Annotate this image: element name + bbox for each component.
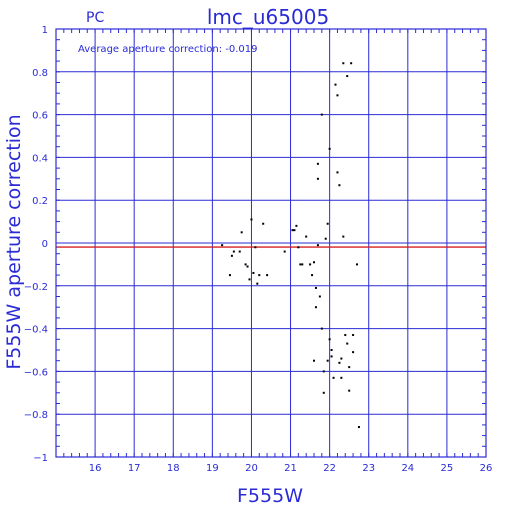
data-point bbox=[240, 231, 243, 234]
data-point bbox=[352, 334, 355, 337]
data-point bbox=[340, 357, 343, 360]
data-point bbox=[297, 246, 300, 249]
data-point bbox=[314, 286, 317, 289]
x-tick-label: 25 bbox=[441, 463, 454, 474]
data-point bbox=[346, 75, 349, 78]
data-point bbox=[350, 62, 353, 65]
data-point bbox=[342, 62, 345, 65]
data-point bbox=[348, 366, 351, 369]
x-tick-label: 20 bbox=[245, 463, 258, 474]
x-tick-label: 17 bbox=[128, 463, 141, 474]
y-tick-label: 0.4 bbox=[32, 153, 48, 164]
data-point bbox=[357, 426, 360, 429]
y-tick-label: −1 bbox=[33, 453, 48, 464]
axis-ticks: 16 17 18 19 20 21 22 23 24 25 26 −1 −0.8 −0.6 −0.4 −0.2… bbox=[24, 25, 493, 474]
x-tick-label: 26 bbox=[480, 463, 493, 474]
data-point bbox=[328, 338, 331, 341]
x-tick-label: 24 bbox=[401, 463, 414, 474]
data-point bbox=[305, 235, 308, 238]
data-point bbox=[301, 263, 304, 266]
grid bbox=[56, 28, 487, 458]
data-point bbox=[336, 94, 339, 97]
data-point bbox=[322, 391, 325, 394]
data-point bbox=[330, 355, 333, 358]
data-point bbox=[316, 162, 319, 165]
data-point bbox=[246, 265, 249, 268]
y-tick-label: 0.2 bbox=[32, 196, 48, 207]
y-tick-label: 0.6 bbox=[32, 111, 48, 122]
data-point bbox=[340, 376, 343, 379]
data-point bbox=[309, 263, 312, 266]
chart-title: lmc_u65005 bbox=[207, 5, 329, 29]
x-tick-label: 18 bbox=[167, 463, 180, 474]
data-point bbox=[326, 222, 329, 225]
annotation-text: Average aperture correction: -0.019 bbox=[78, 44, 258, 55]
data-point bbox=[252, 271, 255, 274]
data-point bbox=[322, 370, 325, 373]
data-point bbox=[244, 263, 247, 266]
data-point bbox=[338, 184, 341, 187]
y-tick-label: −0.6 bbox=[24, 367, 48, 378]
data-point bbox=[318, 295, 321, 298]
data-point bbox=[228, 274, 231, 277]
x-axis-label: F555W bbox=[237, 485, 303, 507]
data-point bbox=[283, 250, 286, 253]
data-point bbox=[238, 250, 241, 253]
data-point bbox=[344, 334, 347, 337]
data-point bbox=[291, 229, 294, 232]
y-tick-label: 0.8 bbox=[32, 68, 48, 79]
data-point bbox=[324, 237, 327, 240]
data-point bbox=[338, 361, 341, 364]
y-tick-label: −0.2 bbox=[24, 282, 48, 293]
data-point bbox=[293, 229, 296, 232]
data-point bbox=[316, 177, 319, 180]
data-point bbox=[336, 171, 339, 174]
data-point bbox=[299, 263, 302, 266]
data-point bbox=[320, 327, 323, 330]
data-point bbox=[342, 235, 345, 238]
data-point bbox=[313, 359, 315, 362]
data-point bbox=[326, 359, 329, 362]
data-point bbox=[262, 222, 265, 225]
data-point bbox=[334, 83, 337, 86]
data-point bbox=[328, 147, 331, 150]
y-tick-label: 1 bbox=[42, 25, 48, 36]
data-point bbox=[254, 246, 257, 249]
data-point bbox=[232, 250, 235, 253]
data-point bbox=[348, 389, 351, 392]
corner-label: PC bbox=[86, 10, 104, 26]
data-point bbox=[313, 261, 315, 264]
x-tick-label: 16 bbox=[89, 463, 102, 474]
y-axis-label: F555W aperture correction bbox=[3, 114, 25, 369]
x-tick-label: 21 bbox=[284, 463, 297, 474]
y-tick-label: −0.8 bbox=[24, 410, 48, 421]
data-point bbox=[314, 306, 317, 309]
data-point bbox=[258, 274, 261, 277]
data-point bbox=[230, 254, 233, 257]
x-tick-label: 22 bbox=[323, 463, 336, 474]
x-tick-label: 23 bbox=[362, 463, 375, 474]
data-points bbox=[221, 62, 360, 429]
y-tick-label: −0.4 bbox=[24, 325, 48, 336]
x-tick-label: 19 bbox=[206, 463, 219, 474]
data-point bbox=[332, 376, 335, 379]
data-point bbox=[356, 263, 358, 266]
data-point bbox=[250, 218, 253, 221]
y-tick-label: 0 bbox=[42, 239, 48, 250]
data-point bbox=[221, 244, 224, 247]
data-point bbox=[256, 282, 259, 285]
data-point bbox=[266, 274, 269, 277]
data-point bbox=[311, 274, 314, 277]
data-point bbox=[346, 342, 349, 345]
data-point bbox=[248, 278, 251, 281]
data-point bbox=[330, 349, 333, 351]
data-point bbox=[352, 351, 355, 354]
data-point bbox=[320, 113, 323, 116]
data-point bbox=[295, 224, 298, 227]
data-point bbox=[316, 244, 319, 247]
